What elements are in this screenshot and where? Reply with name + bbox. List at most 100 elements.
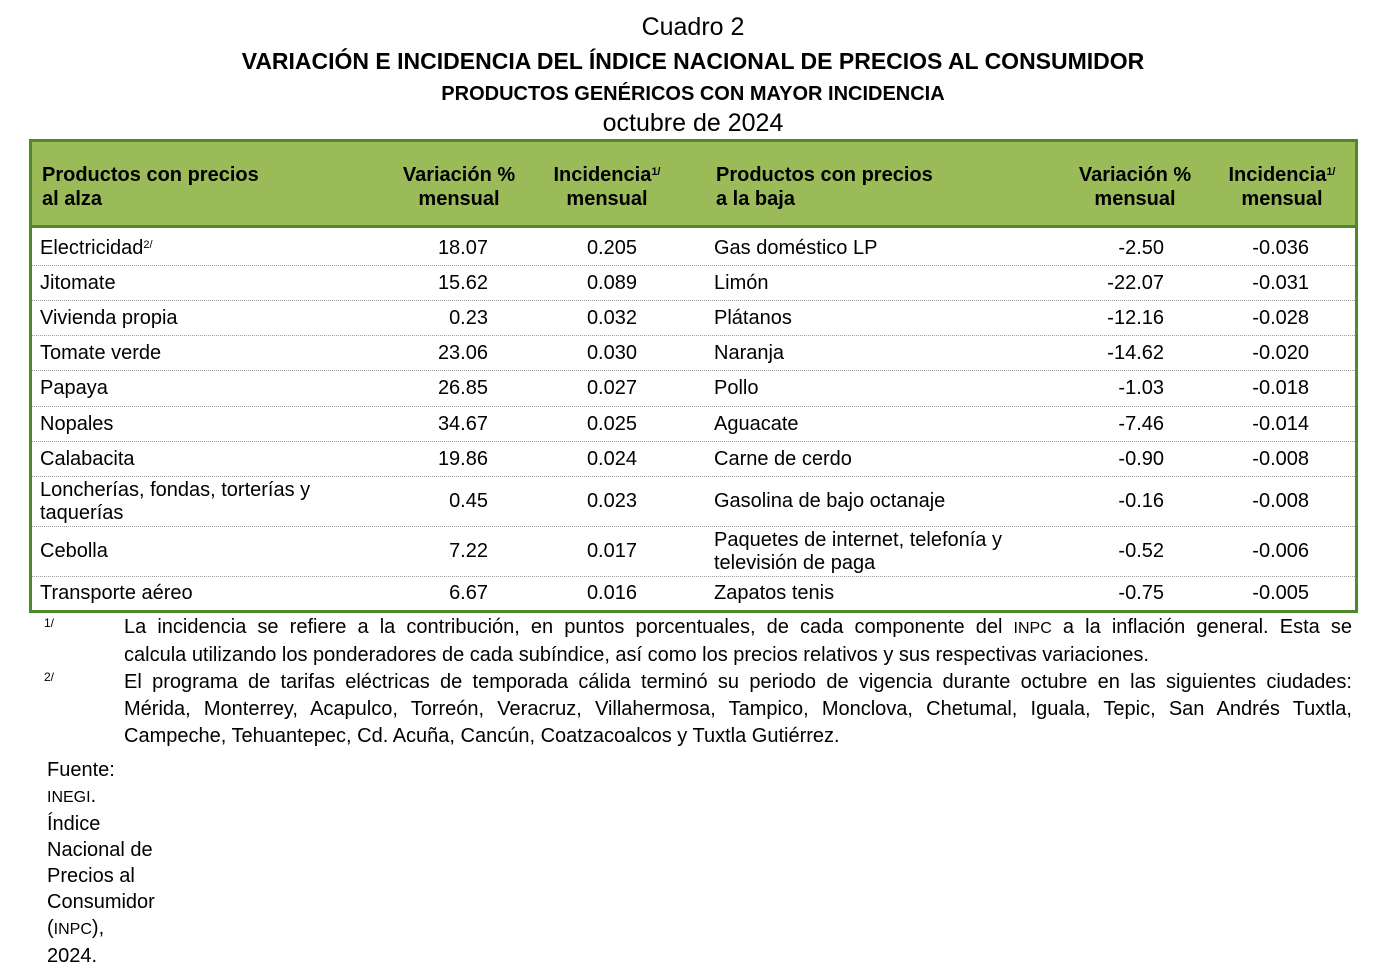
up-incidence-cell: 0.023 xyxy=(586,490,637,512)
down-variation-cell: -0.52 xyxy=(1118,540,1164,562)
up-variation-cell: 7.22 xyxy=(449,540,488,562)
table-row: Vivienda propia 0.23 0.032 Plátanos -12.… xyxy=(32,301,1355,336)
up-incidence-cell: 0.025 xyxy=(586,412,637,435)
up-variation-cell: 34.67 xyxy=(437,412,488,435)
up-variation-cell: 0.45 xyxy=(449,490,488,512)
down-incidence-cell: -0.008 xyxy=(1252,447,1309,470)
up-product-name-line2: taquerías xyxy=(40,501,124,524)
footnote-2-text: El programa de tarifas eléctricas de tem… xyxy=(124,669,1352,750)
header-down-incidence-line1: Incidencia1/ xyxy=(1212,163,1352,187)
footnote-1-line1: La incidencia se refiere a la contribuci… xyxy=(124,614,1352,642)
table-row: Tomate verde 23.06 0.030 Naranja -14.62 … xyxy=(32,336,1355,371)
up-variation-cell: 26.85 xyxy=(437,377,488,399)
table-row: Papaya 26.85 0.027 Pollo -1.03 -0.018 xyxy=(32,371,1355,407)
table-row: Nopales 34.67 0.025 Aguacate -7.46 -0.01… xyxy=(32,407,1355,442)
table-row: Cebolla 7.22 0.017 Paquetes de internet,… xyxy=(32,527,1355,577)
header-down-incidence-text: Incidencia xyxy=(1228,164,1327,186)
down-incidence-cell: -0.020 xyxy=(1252,341,1309,364)
down-incidence-cell: -0.006 xyxy=(1252,540,1309,562)
down-product-name-wrap: Paquetes de internet, telefonía y televi… xyxy=(714,529,1002,575)
down-variation-cell: -0.16 xyxy=(1118,490,1164,512)
up-product-cell: Papaya xyxy=(40,377,108,399)
down-product-cell: Limón xyxy=(714,271,769,294)
up-incidence-cell: 0.089 xyxy=(586,271,637,294)
footnote-1-line2: calcula utilizando los ponderadores de c… xyxy=(124,644,1149,666)
down-incidence-cell: -0.036 xyxy=(1252,236,1309,259)
down-variation-cell: -1.03 xyxy=(1118,377,1164,399)
table-period: octubre de 2024 xyxy=(602,109,784,137)
up-product-cell: Tomate verde xyxy=(40,341,162,364)
down-variation-cell: -7.46 xyxy=(1118,412,1164,435)
header-up-variation: Variación % mensual xyxy=(384,163,534,211)
up-product-cell: Cebolla xyxy=(40,540,108,562)
footnote-2-mark: 2/ xyxy=(44,670,55,684)
header-up-incidence: Incidencia1/ mensual xyxy=(537,163,677,211)
header-down-incidence-line2: mensual xyxy=(1241,188,1323,210)
up-product-cell: Jitomate xyxy=(40,271,116,294)
down-product-cell: Paquetes de internet, telefonía y televi… xyxy=(714,527,1094,576)
table-number: Cuadro 2 xyxy=(641,13,745,41)
data-table: Productos con precios al alza Variación … xyxy=(29,139,1358,613)
down-product-cell: Zapatos tenis xyxy=(714,582,835,604)
down-variation-cell: -0.75 xyxy=(1118,582,1164,604)
up-variation-cell: 18.07 xyxy=(437,236,488,259)
header-up-variation-line2: mensual xyxy=(418,188,500,210)
table-header: Productos con precios al alza Variación … xyxy=(32,142,1355,228)
header-up-incidence-line1: Incidencia1/ xyxy=(537,163,677,187)
down-product-cell: Gasolina de bajo octanaje xyxy=(714,490,946,512)
up-incidence-cell: 0.024 xyxy=(586,447,637,470)
up-product-name: Electricidad xyxy=(40,236,144,259)
source-note: Fuente: INEGI. Índice Nacional de Precio… xyxy=(47,757,155,969)
down-variation-cell: -12.16 xyxy=(1107,306,1164,329)
header-down-incidence: Incidencia1/ mensual xyxy=(1212,163,1352,211)
footnote-1-line1-a: La incidencia se refiere a la contribuci… xyxy=(124,616,1003,638)
up-product-cell: Electricidad 2/ xyxy=(40,231,370,265)
down-incidence-cell: -0.028 xyxy=(1252,306,1309,329)
down-product-name-line1: Paquetes de internet, telefonía y xyxy=(714,528,1002,551)
header-down-products-line2: a la baja xyxy=(716,188,795,210)
up-variation-cell: 15.62 xyxy=(437,271,488,294)
table-subtitle: PRODUCTOS GENÉRICOS CON MAYOR INCIDENCIA xyxy=(441,83,945,105)
footnote-2-line2: Mérida, Monterrey, Acapulco, Torreón, Ve… xyxy=(124,698,1352,720)
footnote-1-abbr: INPC xyxy=(1013,620,1052,637)
up-incidence-cell: 0.027 xyxy=(586,377,637,399)
down-product-cell: Plátanos xyxy=(714,306,792,329)
up-product-name-wrap: Loncherías, fondas, torterías y taquería… xyxy=(40,479,310,525)
down-product-cell: Carne de cerdo xyxy=(714,447,852,470)
header-up-products-line2: al alza xyxy=(42,188,103,210)
up-product-cell: Loncherías, fondas, torterías y taquería… xyxy=(40,477,370,526)
down-incidence-cell: -0.018 xyxy=(1252,377,1309,399)
up-product-cell: Nopales xyxy=(40,412,114,435)
table-row: Transporte aéreo 6.67 0.016 Zapatos teni… xyxy=(32,577,1355,610)
down-variation-cell: -2.50 xyxy=(1118,236,1164,259)
down-product-cell: Pollo xyxy=(714,377,759,399)
up-incidence-cell: 0.030 xyxy=(586,341,637,364)
down-product-cell: Aguacate xyxy=(714,412,799,435)
table-title: VARIACIÓN E INCIDENCIA DEL ÍNDICE NACION… xyxy=(241,48,1145,74)
table-row: Loncherías, fondas, torterías y taquería… xyxy=(32,477,1355,527)
up-incidence-cell: 0.016 xyxy=(586,582,637,604)
header-down-variation: Variación % mensual xyxy=(1060,163,1210,211)
up-variation-cell: 23.06 xyxy=(437,341,488,364)
header-down-incidence-sup: 1/ xyxy=(1326,166,1336,178)
table-row: Jitomate 15.62 0.089 Limón -22.07 -0.031 xyxy=(32,266,1355,301)
up-product-cell: Transporte aéreo xyxy=(40,582,193,604)
down-product-cell: Naranja xyxy=(714,341,785,364)
header-down-products: Productos con precios a la baja xyxy=(716,163,1056,211)
down-incidence-cell: -0.031 xyxy=(1252,271,1309,294)
header-up-incidence-line2: mensual xyxy=(566,188,648,210)
up-variation-cell: 19.86 xyxy=(437,447,488,470)
down-product-name-line2: televisión de paga xyxy=(714,551,876,574)
up-variation-cell: 6.67 xyxy=(449,582,488,604)
up-incidence-cell: 0.017 xyxy=(586,540,637,562)
up-product-cell: Vivienda propia xyxy=(40,306,178,329)
up-product-name-line1: Loncherías, fondas, torterías y xyxy=(40,478,311,501)
header-down-variation-line2: mensual xyxy=(1094,188,1176,210)
down-product-cell: Gas doméstico LP xyxy=(714,236,878,259)
footnote-2-line3: Campeche, Tehuantepec, Cd. Acuña, Cancún… xyxy=(124,725,840,747)
table-row: Calabacita 19.86 0.024 Carne de cerdo -0… xyxy=(32,442,1355,477)
footnote-1-text: La incidencia se refiere a la contribuci… xyxy=(124,614,1352,669)
header-up-incidence-sup: 1/ xyxy=(651,166,661,178)
footnote-2-line1: El programa de tarifas eléctricas de tem… xyxy=(124,671,1352,693)
footnote-ref: 2/ xyxy=(143,238,153,251)
